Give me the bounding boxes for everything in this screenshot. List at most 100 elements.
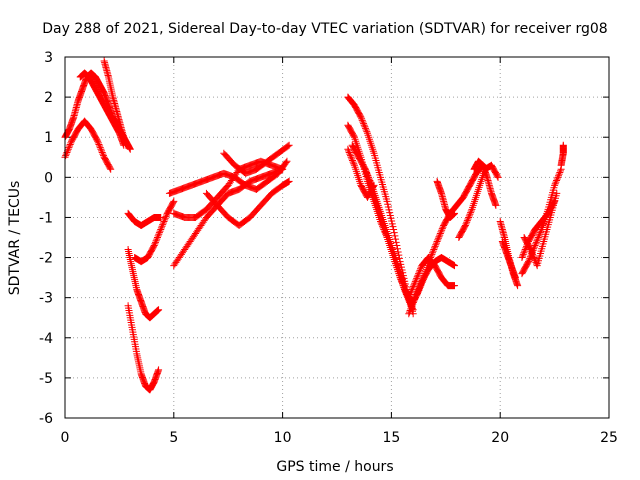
data-point: [65, 144, 73, 152]
data-point: [414, 290, 422, 298]
data-point: [155, 366, 163, 374]
data-point: [358, 115, 366, 123]
data-point: [435, 233, 443, 241]
data-point: [532, 240, 540, 248]
data-point: [358, 116, 366, 124]
data-point: [464, 215, 472, 223]
data-point: [416, 283, 424, 291]
series-pass-13: [202, 177, 293, 229]
data-point: [392, 235, 400, 243]
data-point: [285, 177, 293, 185]
data-point: [62, 152, 70, 160]
data-point: [463, 218, 471, 226]
data-point: [94, 137, 102, 145]
data-point: [519, 252, 527, 260]
x-tick-label: 25: [600, 430, 618, 446]
data-point: [467, 207, 475, 215]
data-point: [279, 165, 287, 173]
data-point: [94, 139, 102, 147]
y-tick-label: -2: [39, 251, 53, 267]
data-point: [532, 238, 540, 246]
data-point: [406, 290, 414, 298]
data-point: [427, 254, 435, 262]
data-point: [363, 128, 371, 136]
data-point: [346, 152, 354, 160]
data-point: [413, 274, 421, 282]
y-tick-label: 0: [44, 170, 53, 186]
data-point: [536, 229, 544, 237]
data-point: [531, 242, 539, 250]
data-point: [407, 289, 415, 297]
data-point: [407, 287, 415, 295]
data-point: [552, 178, 560, 186]
data-point: [95, 140, 103, 148]
data-point: [400, 282, 408, 290]
data-point: [463, 217, 471, 225]
data-point: [159, 221, 167, 229]
data-point: [520, 249, 528, 257]
series-pass-03: [61, 117, 115, 173]
data-point: [357, 113, 365, 121]
data-point: [465, 213, 473, 221]
data-point: [417, 265, 425, 273]
data-point: [556, 167, 564, 175]
data-point: [393, 245, 401, 253]
data-point: [96, 142, 104, 150]
data-point: [553, 189, 561, 197]
data-point: [350, 160, 358, 168]
data-point: [365, 173, 373, 181]
y-tick-label: 3: [44, 50, 53, 66]
data-point: [534, 234, 542, 241]
data-point: [451, 262, 459, 270]
data-point: [451, 209, 459, 217]
data-point: [391, 232, 399, 240]
data-point: [346, 150, 354, 158]
data-point: [432, 239, 440, 247]
data-point: [417, 280, 425, 288]
data-point: [350, 132, 358, 140]
data-point: [96, 144, 104, 152]
data-point: [157, 225, 165, 233]
data-point: [521, 247, 529, 255]
data-point: [419, 277, 427, 285]
data-point: [417, 282, 425, 290]
data-point: [534, 235, 542, 243]
data-point: [154, 232, 162, 240]
data-point: [559, 141, 567, 149]
x-tick-label: 0: [61, 430, 70, 446]
data-point: [366, 177, 374, 185]
data-point: [66, 140, 74, 148]
data-point: [427, 252, 435, 260]
data-point: [390, 225, 398, 233]
y-axis-label: SDTVAR / TECUs: [7, 181, 23, 296]
data-point: [522, 244, 530, 252]
data-point: [361, 123, 369, 131]
data-point: [364, 172, 372, 180]
data-point: [437, 228, 445, 236]
data-point: [162, 213, 170, 221]
data-point: [529, 250, 537, 258]
data-point: [169, 199, 177, 207]
series-pass-04: [100, 57, 130, 149]
data-point: [348, 156, 356, 164]
data-point: [531, 255, 539, 263]
data-point: [367, 180, 375, 188]
data-point: [160, 217, 168, 225]
y-tick-label: 1: [44, 130, 53, 146]
data-point: [365, 175, 373, 183]
data-point: [554, 173, 562, 181]
data-point: [361, 165, 369, 173]
data-point: [428, 250, 436, 258]
data-point: [436, 231, 444, 239]
data-point: [553, 177, 561, 185]
data-point: [152, 238, 160, 246]
data-point: [551, 180, 559, 188]
y-tick-label: -6: [39, 411, 53, 427]
data-point: [511, 274, 519, 282]
series-pass-08: [131, 197, 178, 266]
data-point: [523, 242, 531, 250]
data-point: [401, 287, 409, 295]
data-point: [159, 219, 167, 227]
y-tick-label: 2: [44, 90, 53, 106]
